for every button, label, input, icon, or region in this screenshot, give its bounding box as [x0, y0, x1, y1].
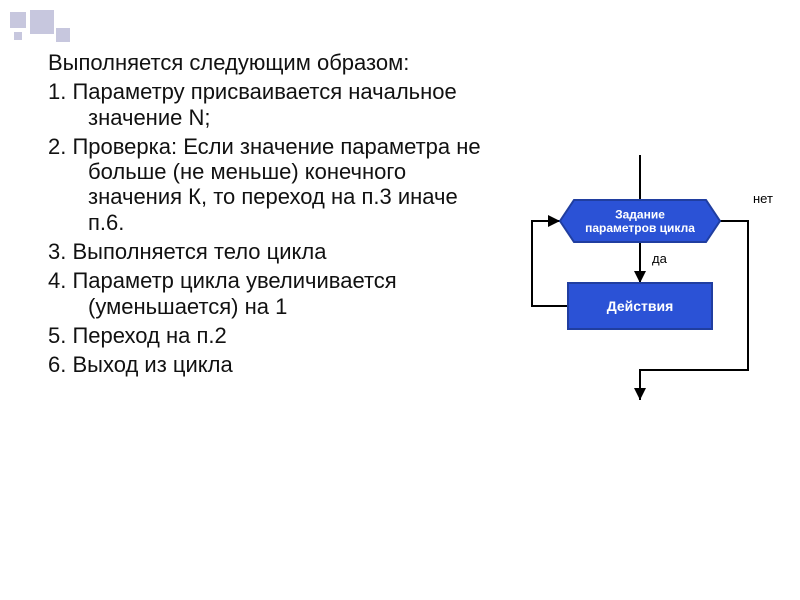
list-item: 6. Выход из цикла	[48, 352, 498, 377]
deco-square	[10, 12, 26, 28]
node-label: Действия	[607, 298, 674, 314]
list-item: 5. Переход на п.2	[48, 323, 498, 348]
edge-label: да	[652, 251, 668, 266]
flow-edge	[532, 221, 568, 306]
edge-label: нет	[753, 191, 773, 206]
node-label: параметров цикла	[585, 221, 695, 235]
list-item: 1. Параметру присваивается начальное зна…	[48, 79, 498, 130]
list-item: 3. Выполняется тело цикла	[48, 239, 498, 264]
list-item: 2. Проверка: Если значение параметра не …	[48, 134, 498, 235]
deco-square	[56, 28, 70, 42]
deco-square	[30, 10, 54, 34]
flowchart-diagram: да нет Заданиепараметров цикла Действия	[500, 130, 790, 430]
node-label: Задание	[615, 207, 665, 221]
slide: Выполняется следующим образом: 1. Параме…	[0, 0, 800, 600]
text-column: Выполняется следующим образом: 1. Параме…	[48, 50, 498, 382]
deco-square	[14, 32, 22, 40]
list-item: 4. Параметр цикла увеличивается (уменьша…	[48, 268, 498, 319]
intro-text: Выполняется следующим образом:	[48, 50, 498, 75]
